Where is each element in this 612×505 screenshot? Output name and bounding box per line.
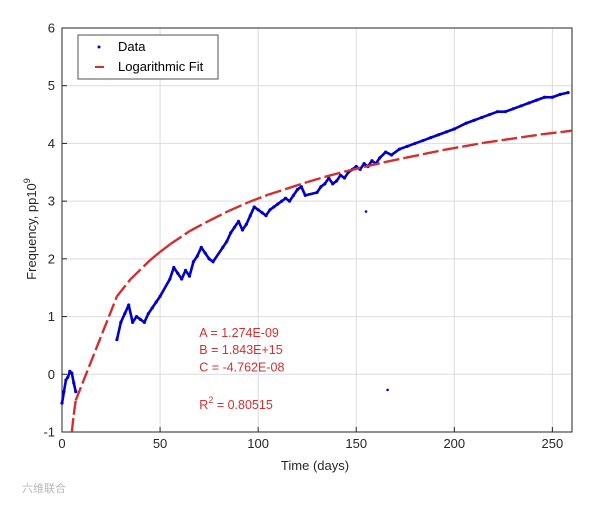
legend-box: [77, 34, 219, 80]
fit-segment: [326, 169, 347, 178]
fit-segment: [70, 414, 75, 433]
fit-segment: [149, 251, 161, 261]
y-tick-label: 4: [48, 136, 55, 151]
fit-segment: [385, 156, 406, 164]
fit-segment: [346, 165, 367, 173]
fit-segment: [208, 209, 230, 222]
y-tick-label: 5: [48, 78, 55, 93]
fit-segment: [405, 152, 426, 160]
data-trace: [60, 391, 66, 404]
fit-annotations: A = 1.274E-09 B = 1.843E+15 C = -4.762E-08…: [199, 326, 284, 412]
legend-data-label: Data: [118, 39, 146, 54]
fit-segment: [247, 193, 269, 204]
y-axis-label-sup: 9: [22, 178, 32, 183]
data-point: [386, 388, 389, 392]
data-trace: [158, 278, 172, 298]
fit-segment: [129, 259, 152, 280]
data-trace: [304, 191, 318, 197]
legend: Data Logarithmic Fit: [77, 34, 219, 80]
x-tick-label: 0: [58, 436, 65, 451]
fit-segment: [159, 243, 171, 253]
data-point: [566, 91, 570, 95]
data-trace: [115, 322, 123, 340]
y-tick-label: 0: [48, 367, 55, 382]
fit-segment: [287, 180, 308, 190]
data-point: [364, 210, 368, 213]
y-tick-label: 2: [48, 251, 55, 266]
fit-segment: [188, 219, 210, 233]
data-trace: [127, 304, 134, 323]
data-trace: [211, 246, 224, 263]
x-tick-label: 150: [345, 436, 367, 451]
legend-fit-label: Logarithmic Fit: [118, 59, 204, 74]
y-tick-label: 3: [48, 194, 55, 209]
y-axis-label: Frequency, pp109: [22, 178, 39, 280]
plot-area: [61, 27, 573, 433]
data-point: [74, 390, 78, 394]
fit-segment: [115, 278, 132, 298]
series-data: [60, 91, 570, 405]
fit-parameter: A = 1.274E-09: [199, 326, 279, 340]
y-tick-label: 1: [48, 309, 55, 324]
fit-parameter: C = -4.762E-08: [199, 360, 284, 374]
watermark: 六维联合: [22, 481, 66, 495]
x-axis-label: Time (days): [281, 458, 349, 473]
y-axis-label-main: Frequency, pp10: [24, 183, 39, 280]
data-trace: [70, 372, 76, 384]
fit-segment: [444, 145, 465, 151]
series-logarithmic-fit: [70, 129, 573, 433]
x-tick-label: 50: [153, 436, 167, 451]
y-tick-label: 6: [48, 21, 55, 36]
fit-segment: [74, 295, 119, 401]
fit-segment: [365, 160, 386, 168]
fit-segment: [522, 133, 543, 139]
fit-segment: [542, 130, 563, 136]
x-tick-label: 200: [443, 436, 465, 451]
data-trace: [453, 122, 467, 131]
legend-data-marker: [97, 45, 101, 49]
fit-segment: [424, 148, 445, 155]
fit-segment: [267, 187, 288, 196]
x-tick-label: 100: [247, 436, 269, 451]
data-trace: [168, 267, 176, 280]
fit-segment: [306, 175, 328, 184]
data-trace: [390, 148, 401, 157]
fit-parameter: R2 = 0.80515: [199, 395, 273, 412]
data-trace: [188, 261, 195, 277]
data-series: [60, 91, 573, 433]
fit-segment: [228, 201, 249, 213]
fit-segment: [169, 230, 191, 246]
grid: [61, 27, 572, 433]
y-tick-label: -1: [43, 425, 55, 440]
fit-segment: [483, 138, 504, 145]
x-tick-label: 250: [542, 436, 564, 451]
fit-segment: [463, 141, 484, 148]
fit-segment: [72, 400, 77, 415]
data-trace: [62, 379, 68, 392]
series-data: [364, 210, 389, 392]
fit-parameter: B = 1.843E+15: [199, 343, 282, 357]
fit-segment: [562, 129, 573, 134]
fit-segment: [503, 135, 524, 142]
